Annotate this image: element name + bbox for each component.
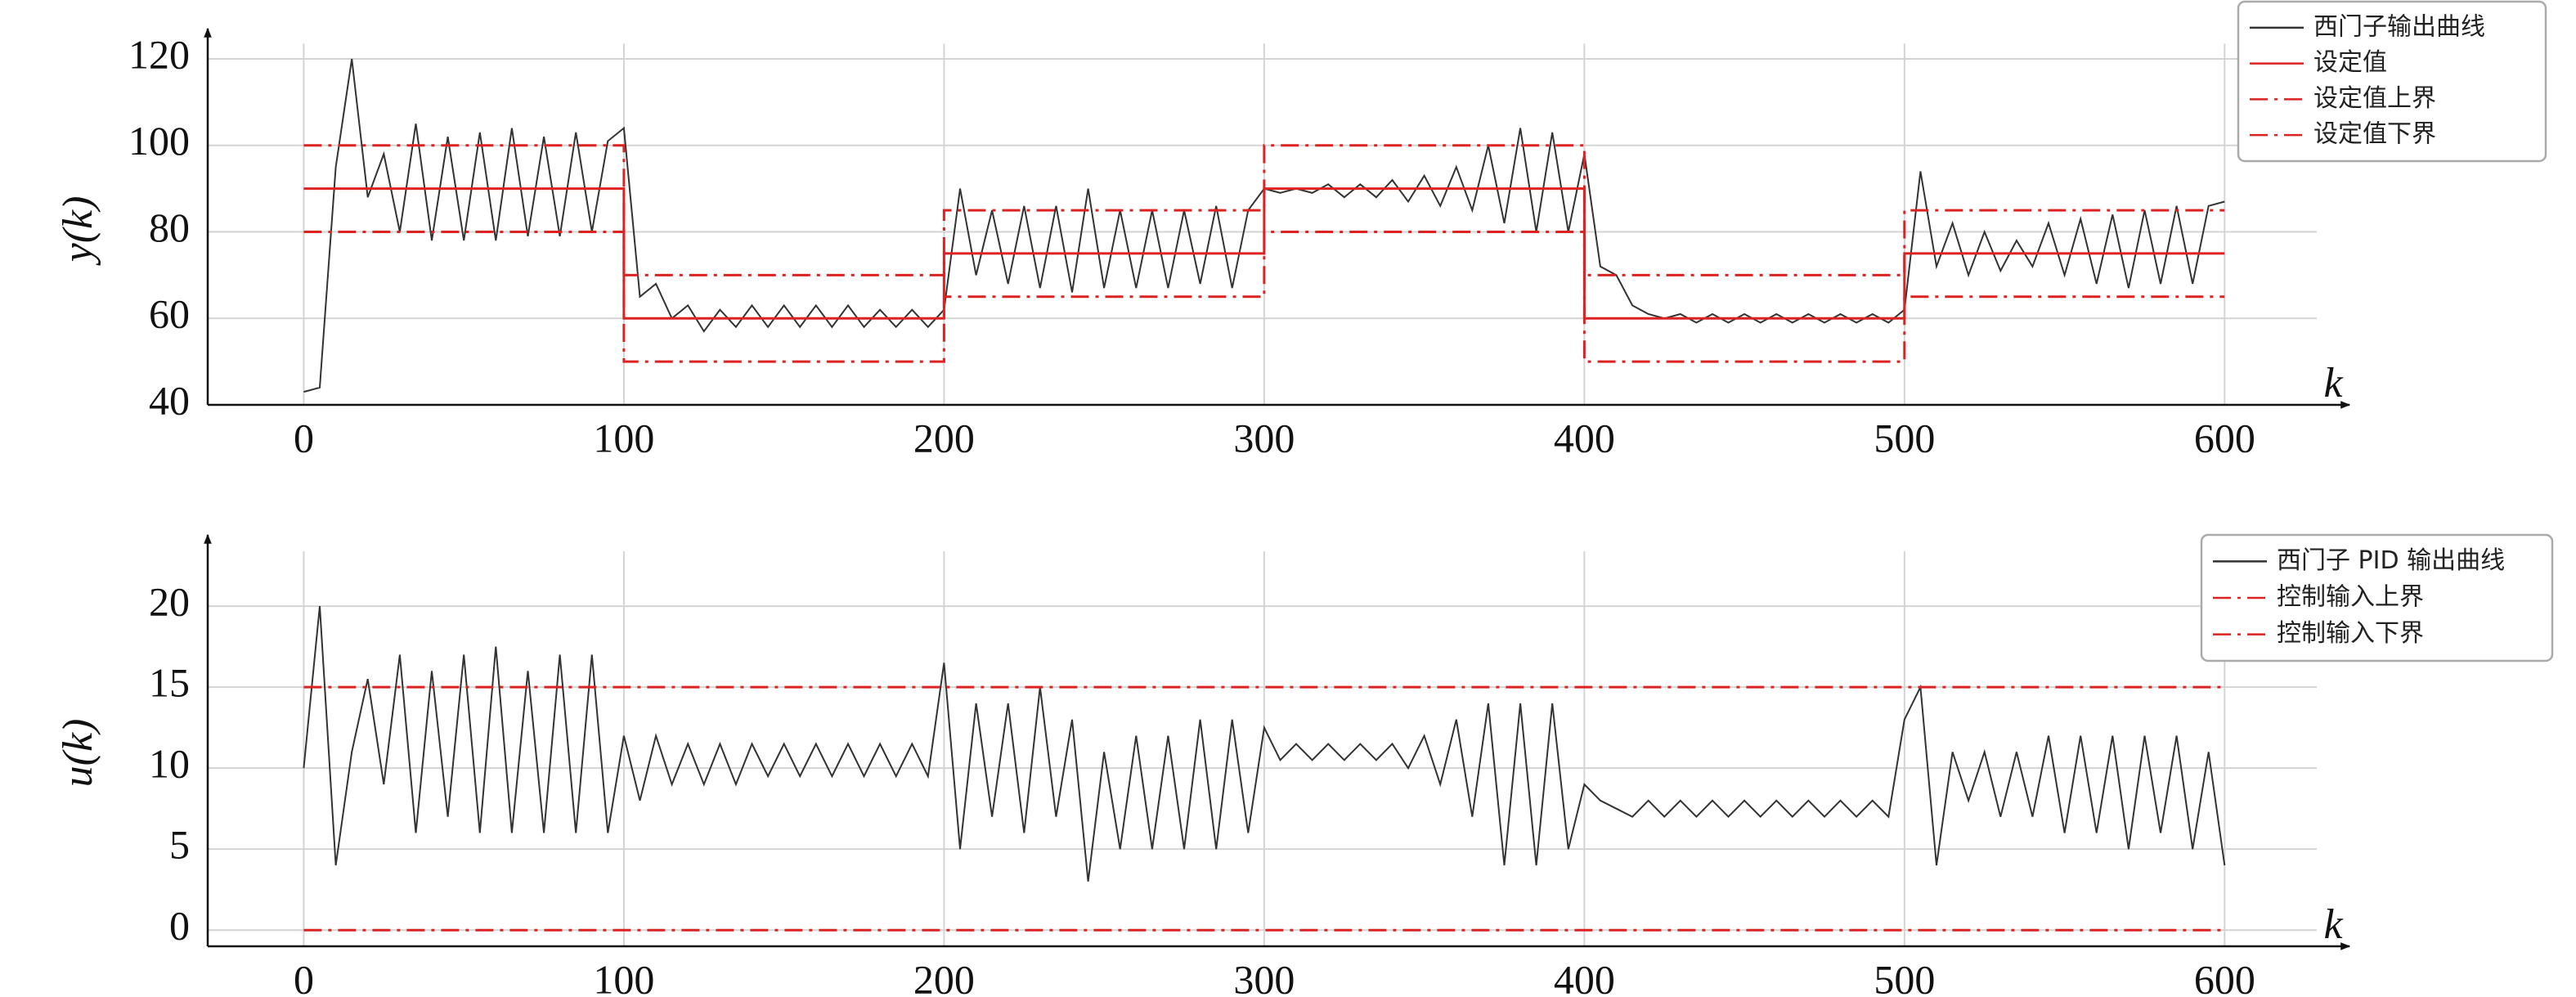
y-axis-label: u(k) bbox=[55, 719, 101, 788]
plot-lines bbox=[303, 58, 2225, 393]
x-axis-label: k bbox=[2323, 360, 2343, 406]
x-tick-label: 200 bbox=[913, 415, 975, 460]
legend-label: 西门子 PID 输出曲线 bbox=[2277, 546, 2505, 575]
x-tick-label: 400 bbox=[1554, 956, 1615, 997]
y-tick-label: 15 bbox=[149, 660, 190, 706]
y-tick-label: 20 bbox=[149, 579, 190, 625]
y-tick-label: 80 bbox=[149, 204, 190, 250]
data-line bbox=[303, 144, 2225, 276]
x-tick-label: 500 bbox=[1874, 956, 1935, 997]
legend-label: 西门子输出曲线 bbox=[2313, 12, 2485, 41]
y-tick-label: 0 bbox=[169, 903, 190, 949]
data-line bbox=[303, 606, 2226, 882]
y-tick-label: 120 bbox=[128, 31, 190, 77]
legend-label: 设定值上界 bbox=[2313, 84, 2436, 113]
y-axis-label: y(k) bbox=[55, 196, 101, 267]
legend-label: 控制输入上界 bbox=[2277, 583, 2424, 612]
legend-label: 设定值下界 bbox=[2313, 120, 2436, 149]
plot-lines bbox=[303, 606, 2226, 932]
y-tick-label: 10 bbox=[149, 741, 190, 787]
y-tick-label: 5 bbox=[169, 822, 190, 868]
x-tick-label: 300 bbox=[1233, 415, 1295, 460]
x-axis-label: k bbox=[2323, 901, 2343, 948]
x-tick-label: 600 bbox=[2194, 956, 2255, 997]
x-tick-label: 100 bbox=[593, 415, 654, 460]
legend-box bbox=[2237, 0, 2547, 163]
y-tick-label: 40 bbox=[149, 377, 190, 423]
x-tick-label: 300 bbox=[1233, 956, 1295, 997]
x-tick-label: 500 bbox=[1874, 415, 1935, 460]
y-tick-label: 60 bbox=[149, 291, 190, 337]
y-tick-label: 100 bbox=[128, 118, 190, 164]
x-tick-label: 0 bbox=[294, 956, 314, 997]
x-tick-label: 200 bbox=[913, 956, 975, 997]
legend-label: 设定值 bbox=[2313, 48, 2387, 77]
x-tick-label: 0 bbox=[294, 415, 314, 460]
legend-label: 控制输入下界 bbox=[2277, 619, 2424, 648]
x-tick-label: 600 bbox=[2194, 415, 2255, 460]
x-tick-label: 100 bbox=[593, 956, 654, 997]
x-tick-label: 400 bbox=[1554, 415, 1615, 460]
legend-box bbox=[2200, 533, 2554, 662]
data-line bbox=[303, 231, 2225, 363]
